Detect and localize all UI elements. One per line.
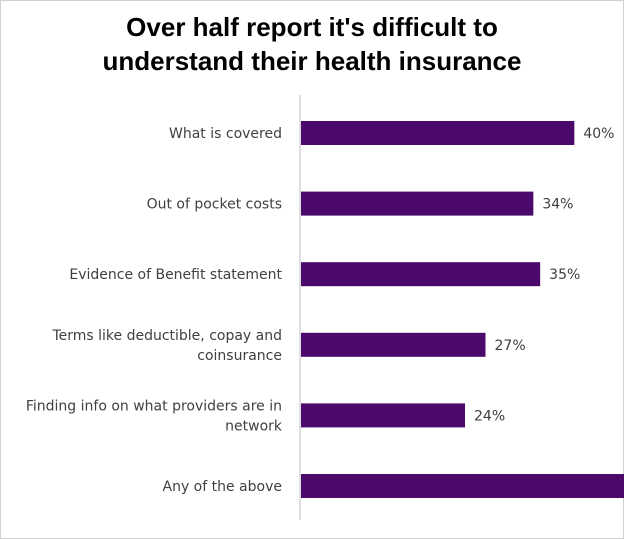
category-label-4-line-0: Finding info on what providers are in — [26, 398, 282, 414]
value-label-4: 24% — [474, 408, 505, 424]
chart-title: Over half report it's difficult to under… — [0, 10, 624, 78]
category-label-1-line-0: Out of pocket costs — [147, 197, 282, 213]
bar-5 — [301, 474, 624, 498]
category-label-1: Out of pocket costs — [147, 197, 282, 213]
bar-1 — [301, 191, 534, 216]
category-label-3-line-1: coinsurance — [197, 348, 282, 364]
category-label-2-line-0: Evidence of Benefit statement — [69, 267, 282, 283]
value-label-1: 34% — [542, 197, 573, 213]
chart-title-line-2: understand their health insurance — [102, 46, 522, 76]
value-label-3: 27% — [495, 338, 526, 354]
category-label-5: Any of the above — [163, 479, 283, 495]
chart-title-line-1: Over half report it's difficult to — [126, 12, 498, 42]
category-label-3-line-0: Terms like deductible, copay and — [51, 328, 282, 344]
category-label-4: Finding info on what providers are in net… — [26, 398, 283, 434]
category-label-2: Evidence of Benefit statement — [69, 267, 282, 283]
category-label-0: What is covered — [169, 126, 282, 142]
value-label-2: 35% — [549, 267, 580, 283]
bar-0 — [301, 121, 575, 145]
category-label-3: Terms like deductible, copay and coinsura… — [51, 328, 282, 364]
category-label-5-line-0: Any of the above — [163, 479, 283, 495]
bar-3 — [301, 332, 486, 357]
category-label-0-line-0: What is covered — [169, 126, 282, 142]
bar-4 — [301, 403, 465, 428]
category-label-4-line-1: network — [225, 418, 283, 434]
bar-2 — [301, 262, 541, 287]
value-label-0: 40% — [583, 126, 614, 142]
